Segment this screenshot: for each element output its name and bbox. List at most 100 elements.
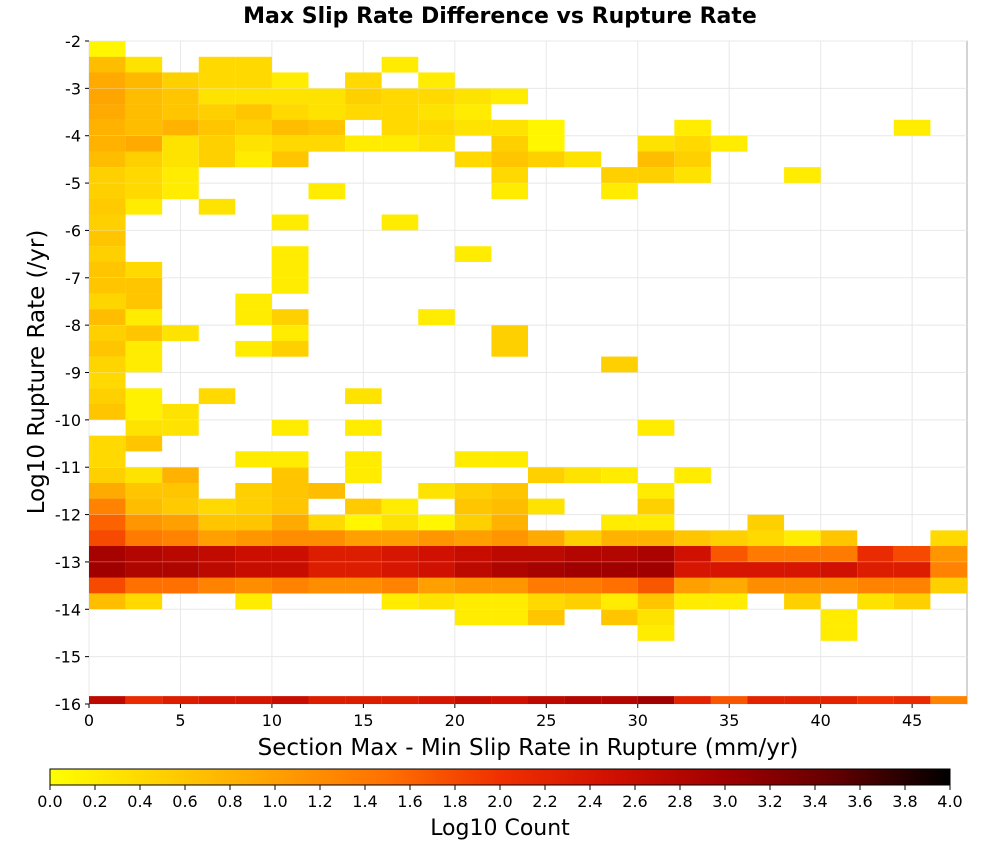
colorbar-tick-label: 2.6 xyxy=(622,792,647,811)
y-tick-label: -14 xyxy=(55,600,81,619)
heatmap-cell xyxy=(381,498,419,515)
heatmap-cell xyxy=(564,151,602,168)
heatmap-cell xyxy=(308,104,346,120)
heatmap-cell xyxy=(271,88,309,105)
heatmap-cell xyxy=(162,420,199,436)
heatmap-cell xyxy=(674,562,711,578)
heatmap-cell xyxy=(308,135,346,152)
heatmap-cell xyxy=(198,696,236,704)
heatmap-cell xyxy=(857,593,894,610)
heatmap-cell xyxy=(198,56,236,73)
heatmap-cell xyxy=(857,562,894,578)
heatmap-cell xyxy=(930,577,967,594)
heatmap-cell xyxy=(162,577,199,594)
colorbar-tick-label: 0.4 xyxy=(127,792,152,811)
heatmap-cell xyxy=(162,151,199,168)
heatmap-cell xyxy=(125,545,163,562)
heatmap-cell xyxy=(674,135,711,152)
heatmap-cell xyxy=(601,467,638,484)
heatmap-cell xyxy=(271,530,309,547)
heatmap-cell xyxy=(89,41,126,57)
heatmap-cell xyxy=(162,530,199,547)
heatmap-cell xyxy=(89,167,126,183)
heatmap-cell xyxy=(454,151,492,168)
heatmap-cell xyxy=(491,167,528,183)
heatmap-cell xyxy=(674,119,711,136)
heatmap-cell xyxy=(491,151,528,168)
heatmap-cell xyxy=(235,545,272,562)
heatmap-cell xyxy=(271,545,309,562)
heatmap-cell xyxy=(601,696,638,704)
heatmap-cell xyxy=(235,119,272,136)
colorbar-tick-label: 3.0 xyxy=(712,792,737,811)
heatmap-cell xyxy=(89,293,126,310)
heatmap-cell xyxy=(235,72,272,89)
heatmap-cell xyxy=(271,340,309,357)
heatmap-cell xyxy=(308,696,346,704)
heatmap-cell xyxy=(162,119,199,136)
heatmap-cell xyxy=(89,246,126,262)
heatmap-cell xyxy=(125,403,163,420)
heatmap-cell xyxy=(345,104,382,120)
heatmap-cell xyxy=(89,325,126,342)
heatmap-cell xyxy=(674,151,711,168)
heatmap-cell xyxy=(528,530,565,547)
heatmap-cell xyxy=(710,593,748,610)
heatmap-cell xyxy=(454,246,492,262)
colorbar-tick-label: 2.4 xyxy=(577,792,602,811)
heatmap-cell xyxy=(162,167,199,183)
heatmap-cell xyxy=(674,167,711,183)
colorbar xyxy=(49,768,951,786)
heatmap-cell xyxy=(125,498,163,515)
heatmap-cell xyxy=(271,72,309,89)
heatmap-cell xyxy=(271,151,309,168)
y-tick-label: -10 xyxy=(55,411,81,430)
heatmap-cell xyxy=(345,530,382,547)
heatmap-cell xyxy=(345,451,382,468)
heatmap-cell xyxy=(235,88,272,105)
heatmap-cell xyxy=(710,562,748,578)
heatmap-cell xyxy=(528,467,565,484)
heatmap-cell xyxy=(674,467,711,484)
heatmap-cell xyxy=(528,593,565,610)
y-tick-label: -3 xyxy=(65,79,81,98)
heatmap-cell xyxy=(89,183,126,200)
heatmap-cell xyxy=(89,562,126,578)
heatmap-cell xyxy=(89,356,126,373)
heatmap-cell xyxy=(271,214,309,231)
heatmap-cell xyxy=(89,435,126,452)
heatmap-cell xyxy=(271,325,309,342)
heatmap-cell xyxy=(454,593,492,610)
heatmap-cell xyxy=(89,388,126,405)
heatmap-cell xyxy=(454,696,492,704)
heatmap-cell xyxy=(198,577,236,594)
heatmap-cell xyxy=(784,562,821,578)
heatmap-cell xyxy=(271,514,309,531)
y-axis-label: Log10 Rupture Rate (/yr) xyxy=(24,230,50,515)
heatmap-cell xyxy=(637,498,675,515)
colorbar-tick-label: 3.2 xyxy=(757,792,782,811)
heatmap-cell xyxy=(747,696,785,704)
heatmap-cell xyxy=(89,198,126,215)
heatmap-cell xyxy=(528,135,565,152)
heatmap-cell xyxy=(125,562,163,578)
heatmap-cell xyxy=(637,593,675,610)
heatmap-cell xyxy=(125,104,163,120)
heatmap-cell xyxy=(198,498,236,515)
heatmap-cell xyxy=(89,104,126,120)
heatmap-cell xyxy=(637,545,675,562)
heatmap-cell xyxy=(674,545,711,562)
heatmap-cell xyxy=(89,214,126,231)
heatmap-cell xyxy=(89,309,126,325)
heatmap-cell xyxy=(198,514,236,531)
heatmap-cell xyxy=(637,577,675,594)
heatmap-cell xyxy=(89,340,126,357)
y-tick-label: -2 xyxy=(65,32,81,51)
colorbar-tick-label: 1.8 xyxy=(442,792,467,811)
x-tick-label: 40 xyxy=(810,711,830,730)
heatmap-cell xyxy=(89,545,126,562)
heatmap-cell xyxy=(125,167,163,183)
y-tick-label: -12 xyxy=(55,506,81,525)
heatmap-cell xyxy=(418,72,455,89)
heatmap-cell xyxy=(345,545,382,562)
